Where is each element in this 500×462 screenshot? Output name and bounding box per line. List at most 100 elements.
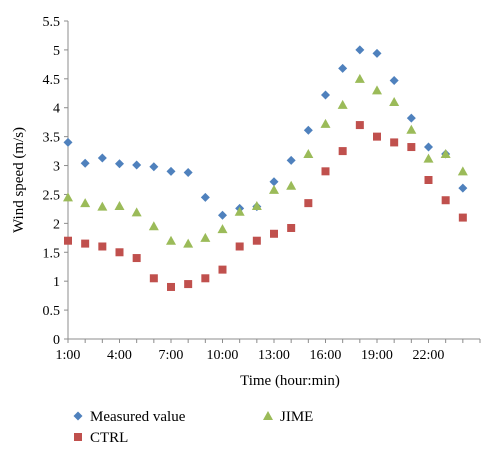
data-point xyxy=(98,242,107,251)
data-point xyxy=(303,125,313,135)
x-axis-ticks: 1:00 4:00 7:00 10:00 13:00 16:00 19:00 22:00 xyxy=(56,339,481,363)
y-tick-label: 5.5 xyxy=(43,15,61,30)
legend-marker xyxy=(263,411,273,420)
y-tick-label: 5 xyxy=(53,44,60,59)
y-tick-label: 1 xyxy=(53,275,60,290)
data-point xyxy=(287,223,296,232)
x-tick-label: 10:00 xyxy=(207,348,239,363)
legend-label: JIME xyxy=(280,409,313,425)
data-point xyxy=(304,199,313,208)
y-tick-label: 2.5 xyxy=(43,188,61,203)
data-point xyxy=(270,229,278,238)
x-tick-label: 19:00 xyxy=(361,348,393,363)
data-point xyxy=(218,210,227,220)
data-point xyxy=(63,192,73,202)
data-point xyxy=(423,153,434,163)
data-point xyxy=(457,166,468,176)
data-point xyxy=(406,124,417,134)
y-tick-label: 0.5 xyxy=(43,304,61,319)
y-tick-label: 4.5 xyxy=(43,73,61,88)
data-point xyxy=(458,213,467,222)
data-point xyxy=(321,90,330,100)
data-point xyxy=(115,248,124,257)
data-point xyxy=(200,192,210,202)
data-point xyxy=(269,177,279,187)
legend-label: CTRL xyxy=(90,430,128,446)
data-point xyxy=(407,143,416,152)
data-point xyxy=(372,48,382,58)
data-point xyxy=(183,167,193,177)
x-tick-label: 22:00 xyxy=(413,348,445,363)
data-point xyxy=(424,176,433,184)
data-point xyxy=(251,201,262,211)
legend-item: JIME xyxy=(263,409,313,425)
x-axis-title: Time (hour:min) xyxy=(240,373,340,389)
data-point xyxy=(217,224,228,234)
data-point xyxy=(303,148,314,158)
data-point xyxy=(389,96,400,106)
data-point xyxy=(458,183,468,193)
data-point xyxy=(201,274,210,283)
data-point xyxy=(354,73,365,83)
data-point xyxy=(440,148,451,158)
data-point xyxy=(373,132,381,141)
data-point xyxy=(390,138,399,147)
data-point xyxy=(269,184,279,194)
y-tick-label: 3 xyxy=(53,160,60,175)
data-point xyxy=(63,137,73,147)
data-point xyxy=(148,221,159,231)
y-axis-title: Wind speed (m/s) xyxy=(11,127,27,233)
data-point xyxy=(338,147,347,156)
y-axis-ticks: 0 0.5 1 1.5 2 2.5 3 3.5 4 4.5 5 5.5 xyxy=(43,15,68,348)
y-tick-label: 0 xyxy=(53,333,60,348)
legend: Measured value CTRL JIME xyxy=(73,409,313,446)
data-point xyxy=(131,207,142,217)
data-point xyxy=(166,166,176,176)
data-point xyxy=(320,118,331,128)
series-jime xyxy=(63,73,468,248)
data-point xyxy=(115,159,124,169)
data-point xyxy=(97,201,108,211)
y-tick-label: 1.5 xyxy=(43,246,61,261)
data-point xyxy=(424,142,433,152)
data-point xyxy=(97,153,107,163)
data-point xyxy=(441,196,450,205)
data-point xyxy=(355,121,364,130)
legend-marker xyxy=(73,411,83,421)
data-point xyxy=(252,236,261,245)
data-point xyxy=(149,162,159,172)
legend-item: Measured value xyxy=(73,409,186,425)
data-point xyxy=(218,265,227,274)
series-measured-value xyxy=(63,45,468,220)
y-tick-label: 3.5 xyxy=(43,131,61,146)
data-point xyxy=(338,63,348,73)
x-tick-label: 7:00 xyxy=(159,348,184,363)
data-marks xyxy=(63,45,468,291)
data-point xyxy=(372,85,382,95)
data-point xyxy=(321,167,330,176)
data-point xyxy=(389,76,399,86)
series-ctrl xyxy=(64,121,467,291)
legend-label: Measured value xyxy=(90,409,186,425)
data-point xyxy=(132,160,142,170)
data-point xyxy=(81,239,90,248)
data-point xyxy=(286,155,296,165)
data-point xyxy=(286,180,297,190)
x-tick-label: 4:00 xyxy=(107,348,132,363)
data-point xyxy=(167,282,175,291)
x-tick-label: 1:00 xyxy=(56,348,81,363)
data-point xyxy=(132,254,141,263)
x-tick-label: 13:00 xyxy=(258,348,290,363)
data-point xyxy=(183,238,194,248)
data-point xyxy=(406,113,416,123)
data-point xyxy=(235,242,244,251)
data-point xyxy=(114,201,125,211)
data-point xyxy=(184,280,193,289)
data-point xyxy=(355,45,365,55)
data-point xyxy=(149,274,158,283)
data-point xyxy=(80,198,91,208)
data-point xyxy=(64,236,72,245)
data-point xyxy=(337,99,348,109)
legend-item: CTRL xyxy=(74,430,128,446)
